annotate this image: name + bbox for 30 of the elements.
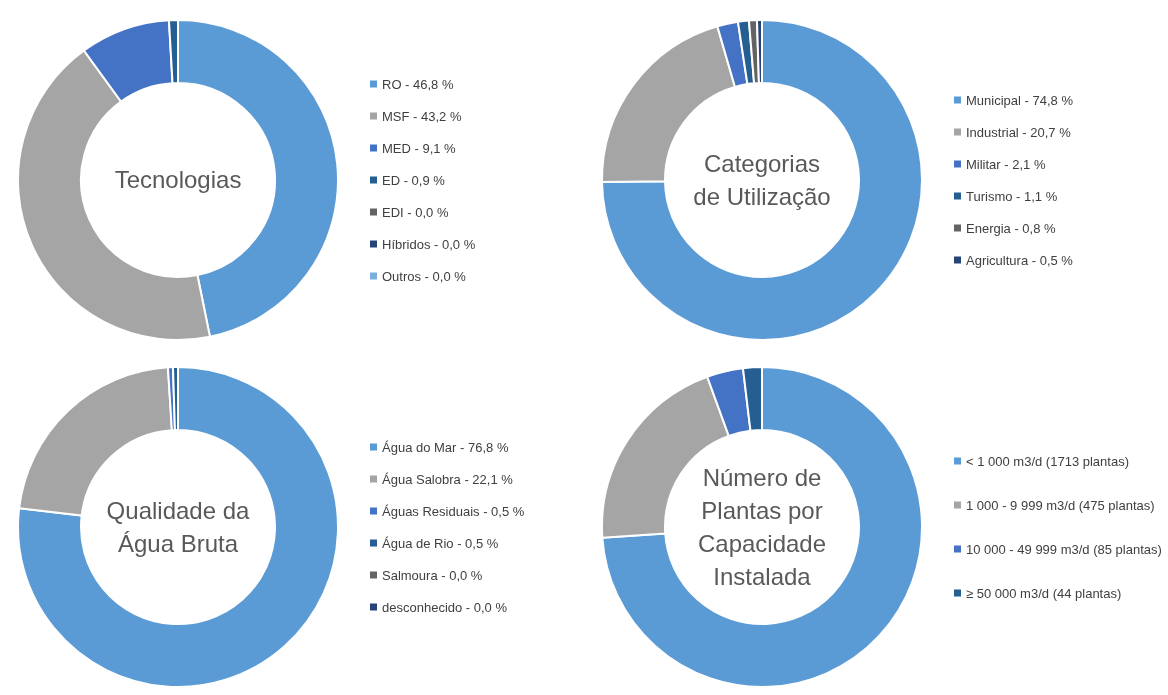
legend-label: Híbridos - 0,0 %	[382, 236, 476, 252]
legend-label: Outros - 0,0 %	[382, 268, 467, 284]
legend-label: Águas Residuais - 0,5 %	[382, 503, 525, 519]
legend-label: Agricultura - 0,5 %	[966, 252, 1074, 268]
donut-slice	[601, 366, 923, 688]
text: Categorias de Utilização	[693, 149, 831, 210]
legend-label: RO - 46,8 %	[382, 76, 454, 92]
legend-label: Turismo - 1,1 %	[966, 188, 1058, 204]
legend-label: Água Salobra - 22,1 %	[382, 471, 514, 487]
legend-label: Energia - 0,8 %	[966, 220, 1057, 236]
text: Tecnologias	[114, 166, 242, 194]
legend-label: Municipal - 74,8 %	[966, 92, 1074, 108]
text: Número de Plantas por Capacidade Instalada	[697, 463, 827, 590]
donut-slice	[601, 19, 923, 341]
legend-label: < 1 000 m3/d (1713 plantas)	[966, 453, 1129, 469]
legend-label: desconhecido - 0,0 %	[382, 599, 508, 615]
legend-label: Industrial - 20,7 %	[966, 124, 1072, 140]
legend-label: MED - 9,1 %	[382, 140, 457, 156]
legend-label: 10 000 - 49 999 m3/d (85 plantas)	[966, 541, 1162, 557]
legend-label: Água de Rio - 0,5 %	[382, 535, 499, 551]
donut-slice	[17, 366, 339, 688]
legend-label: ED - 0,9 %	[382, 172, 446, 188]
legend-label: ≥ 50 000 m3/d (44 plantas)	[966, 585, 1122, 601]
legend-label: Salmoura - 0,0 %	[382, 567, 483, 583]
legend-label: EDI - 0,0 %	[382, 204, 449, 220]
legend-label: Militar - 2,1 %	[966, 156, 1046, 172]
legend-label: MSF - 43,2 %	[382, 108, 462, 124]
text: Qualidade da Água Bruta	[106, 496, 251, 557]
legend-label: 1 000 - 9 999 m3/d (475 plantas)	[966, 497, 1155, 513]
legend-label: Água do Mar - 76,8 %	[382, 439, 509, 455]
